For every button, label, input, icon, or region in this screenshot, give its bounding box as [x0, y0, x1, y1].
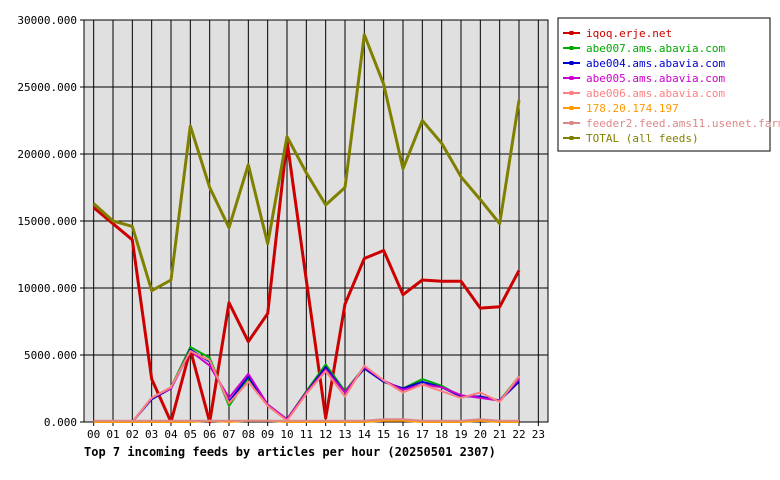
- legend-label: iqoq.erje.net: [586, 27, 672, 40]
- y-tick-label: 10000.000: [17, 282, 77, 295]
- chart-title: Top 7 incoming feeds by articles per hou…: [84, 445, 496, 459]
- series-line: [93, 419, 519, 423]
- legend-label: 178.20.174.197: [586, 102, 679, 115]
- legend-box: [557, 17, 771, 152]
- series-line: [93, 350, 520, 423]
- x-tick-label: 20: [474, 428, 487, 441]
- y-tick-label: 15000.000: [17, 215, 77, 228]
- legend-label: feeder2.feed.ams11.usenet.farm: [586, 117, 780, 130]
- y-tick-label: 25000.000: [17, 81, 77, 94]
- legend-marker: [569, 61, 574, 65]
- x-axis: 00 01 02 03 04 05 06 07 08 09 10 11 12 13 14 15 16 17 18 19…: [87, 428, 545, 441]
- x-tick-label: 19: [454, 428, 467, 441]
- x-tick-label: 06: [203, 428, 216, 441]
- x-tick-label: 23: [532, 428, 545, 441]
- x-tick-label: 03: [145, 428, 158, 441]
- x-tick-label: 04: [164, 428, 178, 441]
- x-tick-label: 13: [338, 428, 351, 441]
- legend: iqoq.erje.net abe007.ams.abavia.com abe004…: [557, 17, 780, 152]
- x-tick-label: 16: [396, 428, 409, 441]
- series-line: [92, 139, 521, 424]
- y-tick-label: 5000.000: [24, 349, 77, 362]
- y-tick-label: 0.000: [44, 416, 77, 429]
- legend-marker: [569, 106, 574, 110]
- x-tick-label: 10: [280, 428, 293, 441]
- x-tick-label: 12: [319, 428, 332, 441]
- legend-marker: [569, 31, 574, 35]
- legend-label: abe004.ams.abavia.com: [586, 57, 725, 70]
- x-tick-label: 22: [512, 428, 525, 441]
- x-tick-label: 17: [416, 428, 429, 441]
- legend-label: abe007.ams.abavia.com: [586, 42, 725, 55]
- x-tick-label: 08: [242, 428, 255, 441]
- x-tick-label: 21: [493, 428, 506, 441]
- x-tick-label: 02: [126, 428, 139, 441]
- legend-marker: [569, 76, 574, 80]
- legend-marker: [569, 121, 574, 125]
- y-axis: 0.000 5000.000 10000.000 15000.000 20000.000…: [17, 14, 77, 429]
- legend-label: TOTAL (all feeds): [586, 132, 699, 145]
- x-tick-label: 11: [300, 428, 313, 441]
- series-line: [93, 418, 519, 422]
- x-tick-label: 14: [358, 428, 372, 441]
- legend-marker: [569, 46, 574, 50]
- x-tick-label: 00: [87, 428, 100, 441]
- legend-label: abe006.ams.abavia.com: [586, 87, 725, 100]
- x-tick-label: 05: [184, 428, 197, 441]
- legend-marker: [569, 91, 574, 95]
- y-tick-label: 20000.000: [17, 148, 77, 161]
- legend-marker: [569, 136, 574, 140]
- x-tick-label: 09: [261, 428, 274, 441]
- x-tick-label: 18: [435, 428, 448, 441]
- series-lines: [92, 33, 521, 424]
- x-tick-label: 07: [222, 428, 235, 441]
- series-line: [92, 33, 521, 293]
- x-tick-label: 15: [377, 428, 390, 441]
- y-tick-label: 30000.000: [17, 14, 77, 27]
- legend-label: abe005.ams.abavia.com: [586, 72, 725, 85]
- x-tick-label: 01: [106, 428, 119, 441]
